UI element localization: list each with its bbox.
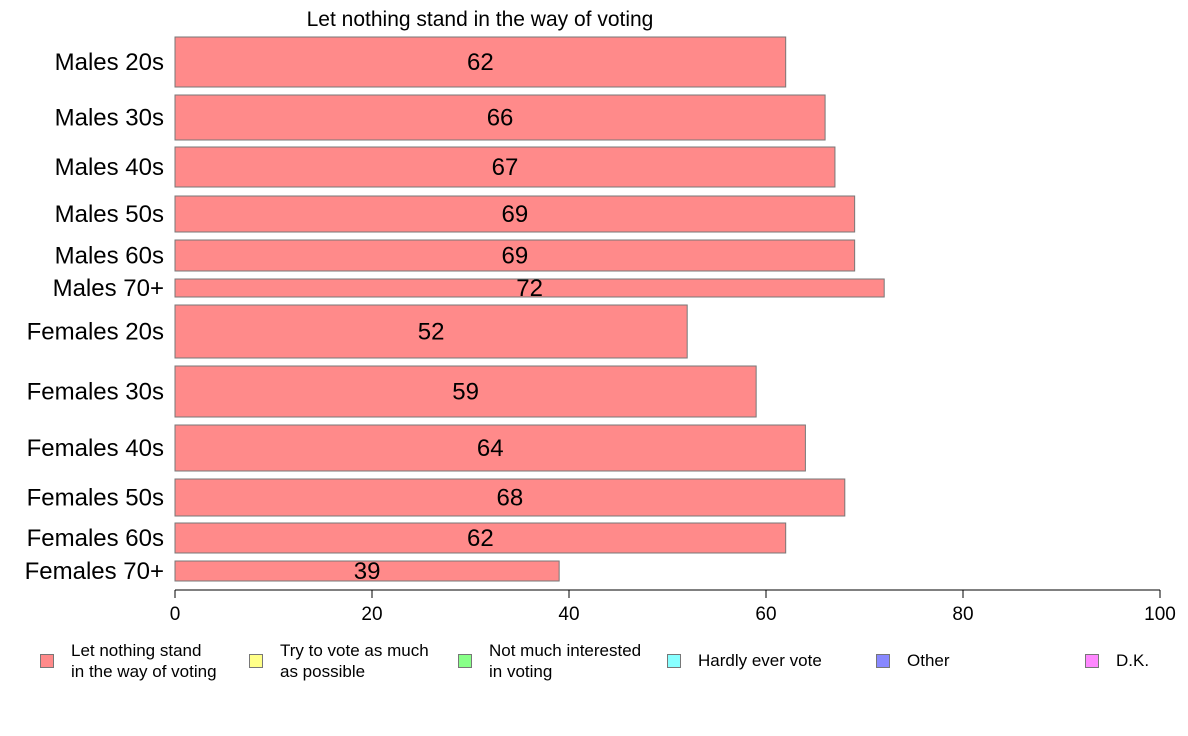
x-tick-label: 100	[1144, 604, 1176, 625]
bar-11	[174, 560, 560, 582]
category-label: Females 30s	[27, 379, 164, 406]
bar-value-label: 64	[477, 435, 504, 462]
legend-swatch	[876, 654, 890, 668]
bar-8	[174, 424, 806, 472]
chart-title: Let nothing stand in the way of voting	[307, 8, 654, 31]
legend-label: Other	[907, 651, 950, 670]
legend-label: Hardly ever vote	[698, 651, 822, 670]
legend-label: Try to vote as much as possible	[280, 641, 429, 681]
category-labels: Males 20s Males 30s Males 40s Males 50s Male…	[25, 49, 164, 585]
bar-value-label: 66	[487, 105, 514, 132]
legend-item: D.K.	[1085, 640, 1149, 671]
bar-10	[174, 522, 787, 554]
bar-value-label: 62	[467, 49, 494, 76]
legend-swatch	[249, 654, 263, 668]
bar-9	[174, 478, 846, 517]
bar-3	[174, 195, 856, 233]
category-label: Males 70+	[53, 275, 164, 302]
category-label: Females 50s	[27, 485, 164, 512]
bars-group	[174, 36, 885, 582]
bar-0	[174, 36, 787, 88]
x-tick-label: 80	[952, 604, 973, 625]
legend-label: Let nothing stand in the way of voting	[71, 641, 217, 681]
x-tick-label: 0	[170, 604, 181, 625]
bar-7	[174, 365, 757, 418]
bar-value-label: 59	[452, 379, 479, 406]
category-label: Males 40s	[55, 154, 164, 181]
category-label: Males 60s	[55, 243, 164, 270]
bar-value-label: 68	[497, 485, 524, 512]
legend-swatch	[667, 654, 681, 668]
bar-6	[174, 304, 688, 359]
category-label: Males 20s	[55, 49, 164, 76]
legend-label: Not much interested in voting	[489, 641, 642, 681]
legend-item: Not much interested in voting	[458, 640, 641, 682]
category-label: Males 30s	[55, 105, 164, 132]
x-tick-label: 60	[755, 604, 776, 625]
legend-label: D.K.	[1116, 651, 1150, 670]
category-label: Females 40s	[27, 435, 164, 462]
legend-swatch	[40, 654, 54, 668]
bar-4	[174, 239, 856, 272]
bar-2	[174, 146, 836, 188]
legend-swatch	[1085, 654, 1099, 668]
category-label: Females 60s	[27, 525, 164, 552]
legend-item: Hardly ever vote	[667, 640, 822, 671]
legend: Let nothing stand in the way of voting Tr…	[0, 640, 1188, 700]
category-label: Males 50s	[55, 201, 164, 228]
bar-value-label: 67	[492, 154, 519, 181]
bar-value-label: 39	[354, 558, 381, 585]
bar-value-label: 62	[467, 525, 494, 552]
bar-value-label: 72	[516, 275, 543, 302]
bar-1	[174, 94, 826, 141]
x-tick-label: 20	[361, 604, 382, 625]
x-tick-label: 40	[558, 604, 579, 625]
legend-item: Other	[876, 640, 950, 671]
legend-item: Try to vote as much as possible	[249, 640, 429, 682]
bar-5	[174, 278, 885, 298]
category-label: Females 20s	[27, 319, 164, 346]
x-axis: 0 20 40 60 80 100	[170, 589, 1176, 625]
category-label: Females 70+	[25, 558, 164, 585]
bar-value-label: 69	[501, 243, 528, 270]
legend-item: Let nothing stand in the way of voting	[40, 640, 217, 682]
legend-swatch	[458, 654, 472, 668]
bar-value-label: 69	[501, 201, 528, 228]
bar-value-label: 52	[418, 319, 445, 346]
